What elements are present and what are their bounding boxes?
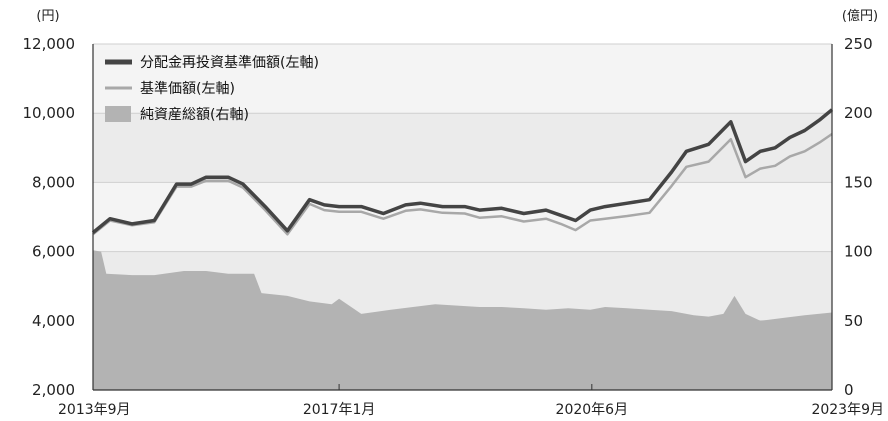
axes [92,44,833,391]
y-left-ticks: 12,000 10,000 8,000 6,000 4,000 2,000 [23,35,76,399]
y-right-tick-label: 200 [844,104,873,122]
y-left-tick-label: 8,000 [32,173,75,191]
y-left-tick-label: 12,000 [23,35,76,53]
series-total-assets [93,250,832,390]
y-right-tick-label: 50 [844,312,863,330]
legend-label-nav: 基準価額(左軸) [140,80,235,97]
x-ticks: 2013年9月 2017年1月 2020年6月 2023年9月 [58,384,884,418]
x-tick-label: 2020年6月 [556,402,629,418]
y-left-tick-label: 6,000 [32,243,75,261]
series-nav [92,132,833,236]
total-assets-area [93,250,832,390]
legend-swatch-total-assets [105,106,131,122]
legend: 分配金再投資基準価額(左軸) 基準価額(左軸) 純資産総額(右軸) [105,54,319,123]
plot-band [93,182,832,252]
y-left-unit: (円) [36,9,59,24]
price-lines [91,108,834,236]
y-right-ticks: 250 200 150 100 50 0 [844,35,873,399]
legend-label-total-assets: 純資産総額(右軸) [140,107,249,123]
y-right-tick-label: 100 [844,243,873,261]
y-left-tick-label: 4,000 [32,312,75,330]
y-right-unit: (億円) [842,8,878,24]
y-right-tick-label: 150 [844,173,873,191]
y-left-tick-label: 2,000 [32,381,75,399]
y-right-tick-label: 0 [844,381,854,399]
series-reinvested [91,108,834,234]
x-tick-label: 2013年9月 [58,402,131,418]
plot-background [93,44,832,390]
legend-label-reinvested: 分配金再投資基準価額(左軸) [140,54,319,71]
x-tick-label: 2023年9月 [811,402,884,418]
y-right-tick-label: 250 [844,35,873,53]
plot-band [93,113,832,183]
y-left-tick-label: 10,000 [23,104,76,122]
x-tick-label: 2017年1月 [303,402,376,418]
plot-band [93,44,832,114]
